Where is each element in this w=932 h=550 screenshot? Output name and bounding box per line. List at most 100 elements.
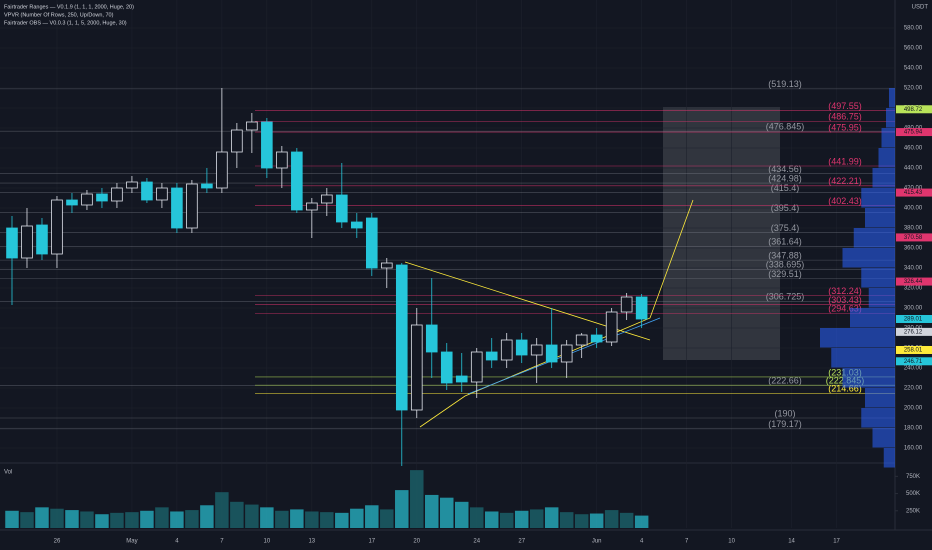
profile-bar: [881, 128, 895, 148]
price-badge-label: 415.43: [904, 190, 923, 196]
level-label: (179.17): [768, 419, 802, 429]
y-tick-label: 560.00: [904, 46, 923, 52]
candle-body: [141, 181, 153, 201]
volume-bar: [185, 510, 199, 528]
level-label: (312.24): [828, 286, 862, 296]
candle-body: [590, 334, 603, 343]
volume-bar: [634, 515, 649, 528]
level-label: (395.4): [771, 203, 800, 213]
level-label: (486.75): [828, 112, 862, 122]
price-badge-label: 498.72: [904, 107, 923, 113]
profile-bar: [883, 448, 895, 468]
y-tick-label: 240.00: [904, 366, 923, 372]
candle-body: [126, 181, 138, 189]
price-badge-label: 370.58: [904, 235, 923, 241]
candle-body: [276, 151, 288, 169]
volume-bar: [305, 511, 319, 528]
price-badge: [896, 327, 932, 336]
candle-body: [216, 151, 228, 189]
x-tick-label: 20: [413, 539, 420, 545]
volume-bar: [140, 510, 154, 528]
level-label: (415.4): [771, 183, 800, 193]
x-tick-label: May: [126, 539, 137, 545]
level-label: (434.56): [768, 164, 802, 174]
y-tick-label: 220.00: [904, 386, 923, 392]
y-tick-label: 160.00: [904, 446, 923, 452]
price-badge: [896, 188, 932, 197]
candle-body: [500, 339, 513, 361]
candle-body: [246, 121, 258, 131]
candle-body: [306, 202, 318, 211]
price-badge-label: 246.71: [904, 359, 923, 365]
candle-body: [171, 187, 183, 229]
trend-line: [419, 199, 694, 428]
candle-body: [111, 187, 123, 202]
volume-tick-label: 750K: [906, 474, 920, 480]
volume-bar: [514, 510, 529, 528]
volume-bar: [155, 507, 169, 528]
candle-body: [351, 221, 363, 229]
candle-body: [410, 324, 423, 411]
profile-bar: [861, 408, 895, 428]
candle-body: [321, 194, 333, 204]
y-tick-label: 360.00: [904, 246, 923, 252]
volume-bar: [499, 512, 514, 528]
volume-label: Vol: [4, 470, 12, 476]
legend-entry: Fairtrader Ranges — V0.1.9 (1, 1, 1, 200…: [4, 4, 134, 10]
volume-profile: [820, 88, 895, 468]
price-badge: [896, 233, 932, 242]
candle-body: [261, 121, 273, 169]
volume-bar: [65, 510, 79, 528]
candle-body: [485, 351, 498, 361]
candle-body: [201, 183, 213, 189]
level-label: (424.98): [768, 173, 802, 183]
x-tick-label: 14: [788, 539, 795, 545]
level-label: (338.695): [766, 260, 805, 270]
level-label: (347.88): [768, 250, 802, 260]
level-label: (441.99): [828, 156, 862, 166]
candle-body: [395, 264, 408, 411]
profile-bar: [820, 328, 895, 348]
profile-bar: [831, 348, 895, 368]
volume-bar: [245, 504, 259, 528]
y-tick-label: 580.00: [904, 26, 923, 32]
candle-body: [336, 194, 348, 223]
legend-entry: Fairtrader OBS — V0.0.3 (1, 1, 5, 2000, …: [4, 20, 127, 26]
projection-box: [663, 107, 780, 360]
candle-body: [96, 193, 108, 202]
y-tick-label: 460.00: [904, 146, 923, 152]
candle-body: [440, 351, 453, 384]
level-label: (422.21): [828, 176, 862, 186]
volume-bar: [125, 512, 139, 528]
volume-bar: [20, 512, 34, 528]
profile-bar: [853, 228, 895, 248]
level-label: (214.66): [828, 384, 862, 394]
profile-bar: [865, 208, 895, 228]
level-label: (190): [774, 408, 795, 418]
y-tick-label: 340.00: [904, 266, 923, 272]
volume-tick-label: 250K: [906, 508, 920, 514]
level-label: (475.95): [828, 122, 862, 132]
profile-bar: [872, 428, 895, 448]
profile-bar: [886, 108, 895, 128]
price-badge-label: 258.01: [904, 348, 923, 354]
volume-bar: [380, 509, 394, 528]
level-label: (306.725): [766, 292, 805, 302]
x-tick-label: 4: [640, 539, 644, 545]
candle-body: [530, 344, 543, 356]
volume-bar: [395, 490, 409, 528]
y-tick-label: 180.00: [904, 426, 923, 432]
candle-body: [51, 199, 63, 255]
candle-body: [186, 183, 198, 229]
candle-body: [605, 311, 618, 343]
candle-body: [425, 324, 438, 353]
x-tick-label: 17: [368, 539, 375, 545]
legend-entry: VPVR (Number Of Rows, 250, Up/Down, 70): [4, 12, 114, 18]
price-badge-label: 326.44: [904, 279, 923, 285]
volume-bar: [335, 512, 349, 528]
profile-bar: [861, 188, 895, 208]
volume-bar: [320, 512, 334, 528]
profile-bar: [878, 148, 895, 168]
